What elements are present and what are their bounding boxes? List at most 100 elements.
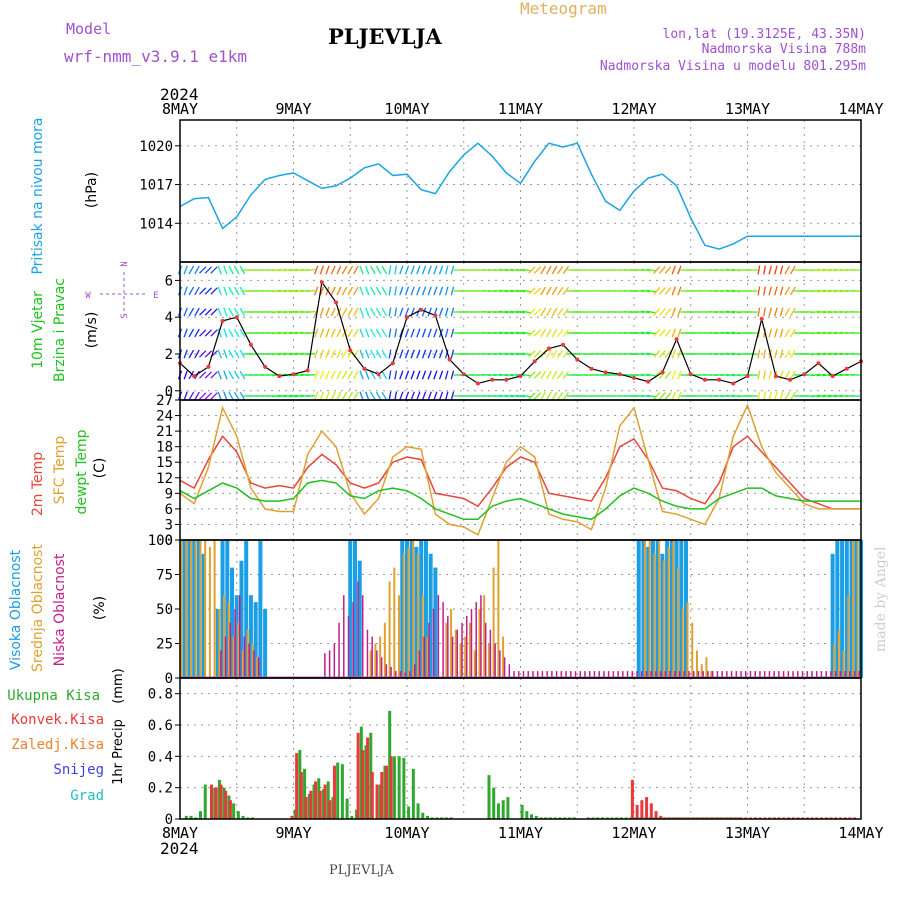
wind-unit: (m/s): [84, 312, 100, 349]
y-tick-label: 25: [156, 637, 173, 653]
low-cloud-bar: [466, 615, 468, 678]
total-rain-bar: [421, 812, 425, 819]
wind-arrow: [562, 349, 570, 359]
wind-arrow: [528, 287, 536, 295]
wind-arrow: [188, 370, 195, 380]
wind-arrow: [427, 286, 432, 296]
wind-arrow: [504, 310, 514, 314]
wind-arrow: [204, 308, 213, 316]
high-cloud-bar: [849, 540, 854, 678]
low-cloud-bar: [461, 622, 463, 678]
wind-arrow: [330, 391, 336, 401]
wind-arrow: [359, 391, 364, 401]
wind-arrow: [359, 370, 364, 380]
low-cloud-bar: [730, 671, 733, 678]
wind-arrow: [283, 394, 293, 398]
compass-rose: N S E W: [85, 261, 158, 318]
wind-arrow: [493, 289, 503, 293]
low-cloud-bar: [338, 622, 340, 678]
total-rain-bar: [449, 817, 453, 819]
wind-arrow: [438, 370, 444, 380]
wind-arrow: [757, 307, 761, 317]
y-tick-label: 0: [165, 384, 173, 400]
x-tick-label-top: 8MAY: [162, 100, 198, 118]
total-rain-bar: [690, 817, 694, 819]
wind-arrow: [199, 308, 207, 316]
wind-arrow: [528, 266, 536, 274]
wind-arrow: [521, 310, 531, 314]
wind-arrow: [646, 373, 656, 377]
high-cloud-bar: [239, 560, 244, 678]
high-cloud-bar: [248, 595, 253, 678]
total-rain-bar: [653, 817, 657, 819]
wind-arrow: [493, 268, 503, 272]
wind-speed-point: [759, 317, 764, 322]
wind-arrow: [353, 391, 359, 401]
wind-speed-point: [532, 359, 537, 364]
wind-arrow: [305, 268, 316, 272]
wind-arrow: [640, 352, 650, 356]
convective-rain-bar: [323, 784, 327, 819]
wind-arrow: [336, 265, 342, 275]
total-rain-bar: [397, 756, 401, 819]
total-rain-bar: [241, 815, 245, 819]
wind-arrow: [217, 265, 222, 275]
low-cloud-bar: [740, 671, 742, 678]
wind-arrow: [341, 265, 348, 275]
wind-arrow: [546, 286, 552, 296]
convective-rain-bar: [687, 817, 691, 819]
wind-arrow: [314, 328, 319, 338]
mid-cloud-bar: [241, 650, 244, 678]
wind-arrow: [757, 265, 761, 275]
wind-arrow: [319, 370, 325, 380]
y-tick-label: 15: [156, 455, 173, 471]
wind-arrow: [188, 391, 195, 401]
wind-speed-point: [674, 337, 679, 342]
total-rain-bar: [671, 817, 675, 819]
low-cloud-bar: [711, 671, 714, 678]
wind-arrow: [336, 349, 342, 359]
wind-arrow: [381, 328, 388, 338]
convective-rain-bar: [290, 815, 294, 819]
convective-rain-bar: [697, 817, 701, 819]
wind-arrow: [375, 286, 382, 296]
wind-arrow: [546, 328, 552, 338]
total-rain-bar: [355, 809, 359, 819]
mid-cloud-bar: [468, 622, 471, 678]
low-cloud-bar: [409, 671, 411, 678]
precip-legend: Ukupna Kisa Konvek.Kisa Zaledj.Kisa Snij…: [7, 688, 104, 804]
wind-arrow: [557, 265, 564, 275]
wind-arrow: [183, 286, 188, 296]
convective-rain-bar: [309, 790, 313, 819]
mid-cloud-bar: [483, 595, 486, 678]
wind-arrow: [204, 350, 213, 358]
wind-arrow: [410, 265, 415, 275]
wind-arrow: [188, 349, 195, 359]
high-cloud-bar: [684, 540, 689, 678]
mid-cloud-bar: [194, 540, 197, 678]
wind-arrow: [353, 286, 359, 296]
wind-arrow: [319, 286, 325, 296]
total-rain-bar: [709, 817, 713, 819]
wind-arrow: [677, 391, 682, 401]
wind-arrow: [557, 349, 564, 359]
y-tick-label: 1020: [139, 139, 173, 155]
wind-arrow: [410, 391, 415, 401]
wind-arrow: [635, 373, 645, 377]
mid-cloud-bar: [383, 622, 386, 678]
wind-speed-point: [405, 315, 409, 320]
high-cloud-bar: [423, 540, 428, 678]
convective-rain-bar: [673, 817, 677, 819]
wind-arrow: [375, 265, 382, 275]
footer-station: PLJEVLJA: [329, 863, 394, 878]
wind-arrow: [210, 371, 218, 379]
wind-arrow: [828, 268, 838, 272]
low-cloud-bar: [655, 671, 657, 678]
wind-arrow: [816, 310, 826, 314]
mid-cloud-bar: [180, 540, 183, 678]
mid-cloud-bar: [407, 546, 410, 678]
total-rain-bar: [667, 817, 671, 819]
wind-arrow: [294, 289, 304, 293]
wind-arrow: [283, 289, 293, 293]
wind-speed-point: [248, 342, 253, 347]
